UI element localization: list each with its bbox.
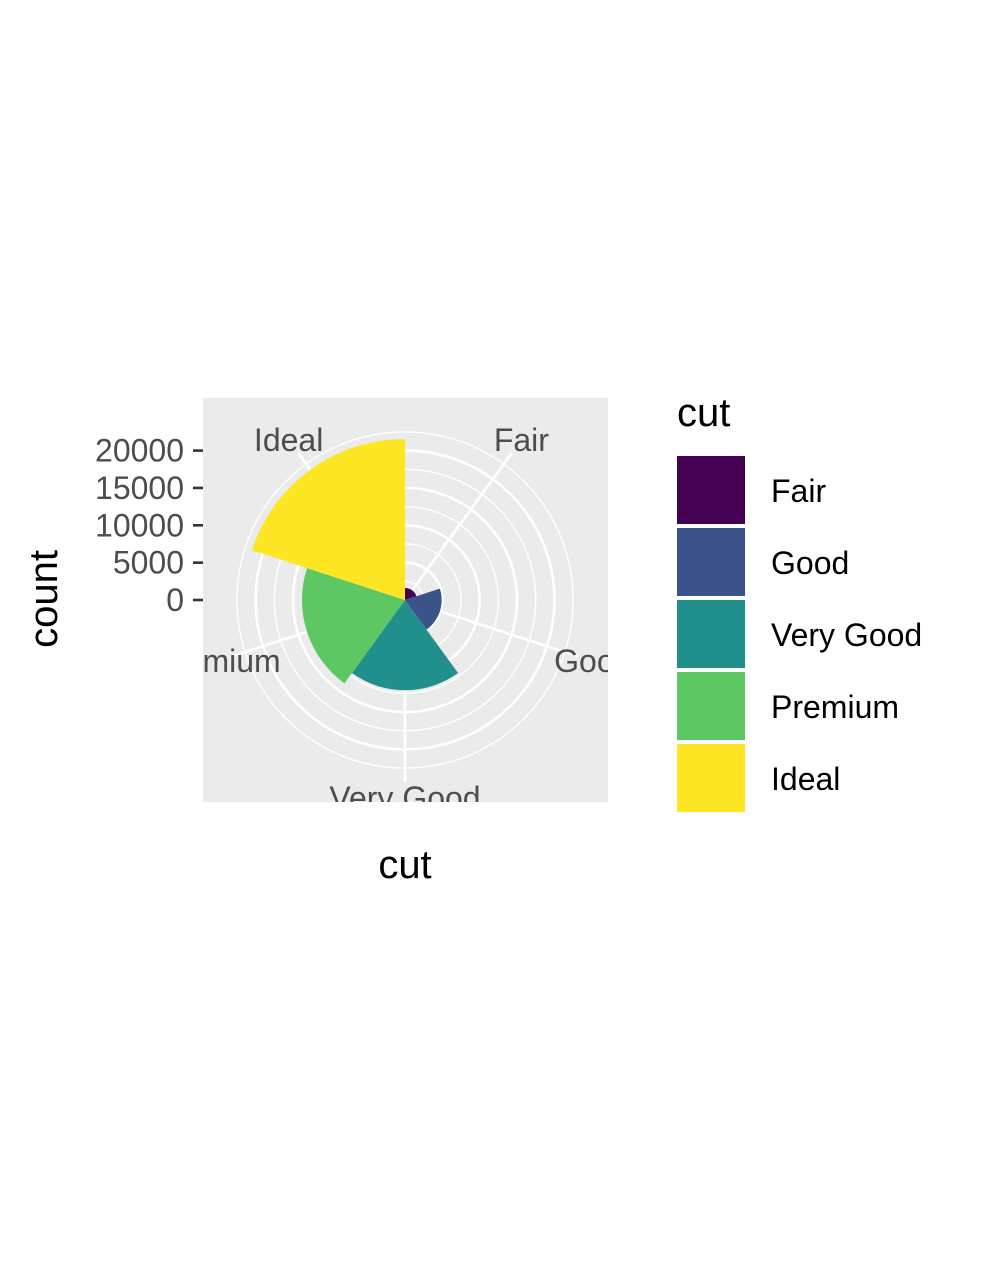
bar-fair <box>405 587 417 600</box>
y-tick-label: 20000 <box>95 433 184 469</box>
bar-ideal <box>251 439 405 600</box>
legend-key-fair <box>677 456 745 524</box>
legend-key-good <box>677 528 745 596</box>
legend-label: Very Good <box>771 617 922 653</box>
legend-key-premium <box>677 672 745 740</box>
legend-label: Ideal <box>771 761 840 797</box>
legend: cut Fair Good Very Good Premium Ideal <box>677 391 922 812</box>
legend-key-very-good <box>677 600 745 668</box>
plot-panel: Fair Good Very Good Premium Ideal <box>153 398 632 816</box>
x-tick-label: Fair <box>494 422 549 458</box>
grid-spoke <box>403 451 514 601</box>
legend-label: Premium <box>771 689 899 725</box>
legend-label: Good <box>771 545 849 581</box>
bar-good <box>405 588 442 630</box>
y-tick-label: 15000 <box>95 470 184 506</box>
x-axis-title: cut <box>378 843 431 887</box>
bar-premium <box>301 568 405 684</box>
x-tick-label: Premium <box>153 643 281 679</box>
legend-title: cut <box>677 391 730 435</box>
legend-key-ideal <box>677 744 745 812</box>
x-tick-label: Ideal <box>254 422 323 458</box>
y-axis-title: count <box>22 550 66 648</box>
y-tick-label: 0 <box>166 582 184 618</box>
bar-very-good <box>351 600 459 691</box>
x-tick-label: Good <box>554 643 632 679</box>
y-tick-label: 10000 <box>95 507 184 543</box>
y-tick-label: 5000 <box>113 545 184 581</box>
x-tick-label: Very Good <box>329 780 480 816</box>
legend-label: Fair <box>771 473 826 509</box>
